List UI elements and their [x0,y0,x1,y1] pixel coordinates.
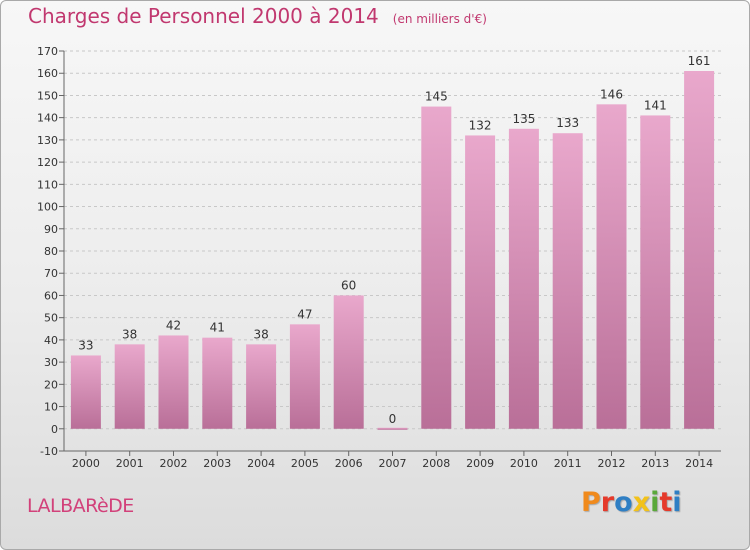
y-tick-label: 40 [44,334,58,347]
brand-letter: x [632,487,651,518]
y-tick-label: 120 [37,156,58,169]
bar-2001 [114,344,145,429]
x-tick-label-2005: 2005 [291,457,319,470]
x-tick-label-2006: 2006 [335,457,363,470]
brand-letter: i [650,487,660,518]
y-tick-label: 90 [44,223,58,236]
value-label-2007: 0 [389,412,397,426]
value-label-2001: 38 [122,327,137,341]
value-label-2012: 146 [600,87,623,101]
x-tick-label-2014: 2014 [685,457,713,470]
x-tick-label-2007: 2007 [379,457,407,470]
y-tick-label: 60 [44,289,58,302]
x-tick-label-2003: 2003 [203,457,231,470]
y-tick-label: 10 [44,401,58,414]
x-tick-label-2004: 2004 [247,457,275,470]
bar-2009 [465,135,496,429]
brand-logo[interactable]: Proxiti [581,487,682,518]
x-tick-label-2012: 2012 [598,457,626,470]
bars-layer [70,71,715,430]
value-label-2013: 141 [644,98,667,112]
value-label-2010: 135 [512,112,535,126]
y-tick-label: 70 [44,267,58,280]
value-label-2000: 33 [78,338,93,352]
y-tick-label: 110 [37,178,58,191]
brand-letter: r [600,487,615,518]
bar-2014 [684,71,715,429]
value-label-2011: 133 [556,116,579,130]
chart-title: Charges de Personnel 2000 à 2014 [28,4,379,28]
bar-2010 [508,128,539,429]
bar-2000 [70,355,101,429]
bar-2013 [640,115,671,429]
commune-name: LALBARèDE [27,495,134,517]
value-label-2002: 42 [166,318,181,332]
title-row: Charges de Personnel 2000 à 2014 (en mill… [28,4,487,28]
brand-letter: i [672,487,682,518]
bar-2008 [421,106,452,429]
value-label-2004: 38 [253,327,268,341]
brand-letter: P [581,487,601,518]
brand-letter: t [659,487,673,518]
x-tick-label-2011: 2011 [554,457,582,470]
bar-2004 [246,344,277,429]
value-label-2006: 60 [341,278,356,292]
brand-letter: o [614,487,633,518]
y-tick-label: 170 [37,45,58,58]
labels-layer: 33 38 42 41 38 47 60 0 145 132 135 133 146 141 161 [78,54,710,426]
bar-2005 [289,324,320,429]
x-tick-label-2010: 2010 [510,457,538,470]
y-tick-label: 100 [37,201,58,214]
bar-2003 [202,337,233,429]
y-tick-label: 130 [37,134,58,147]
y-tick-label: 150 [37,89,58,102]
x-tick-label-2001: 2001 [116,457,144,470]
axis-layer: -10 0 10 20 30 40 50 60 70 80 90 100 110 120 130 140 150… [37,45,721,470]
x-tick-label-2008: 2008 [422,457,450,470]
x-tick-label-2009: 2009 [466,457,494,470]
y-tick-label: 20 [44,378,58,391]
bar-2002 [158,335,189,429]
x-tick-label-2000: 2000 [72,457,100,470]
bar-2007 [377,427,408,430]
value-label-2003: 41 [210,321,225,335]
x-tick-label-2013: 2013 [641,457,669,470]
y-tick-label: 50 [44,312,58,325]
bar-2012 [596,104,627,429]
y-tick-label: 160 [37,67,58,80]
y-tick-label: 30 [44,356,58,369]
bar-2006 [333,295,364,429]
value-label-2009: 132 [469,118,492,132]
y-tick-label: 140 [37,112,58,125]
value-label-2008: 145 [425,90,448,104]
x-tick-label-2002: 2002 [160,457,188,470]
y-tick-label: -10 [40,445,58,458]
value-label-2005: 47 [297,307,312,321]
y-tick-label: 0 [51,423,58,436]
value-label-2014: 161 [688,54,711,68]
bar-2011 [552,133,583,429]
chart-subtitle: (en milliers d'€) [392,12,487,26]
y-tick-label: 80 [44,245,58,258]
